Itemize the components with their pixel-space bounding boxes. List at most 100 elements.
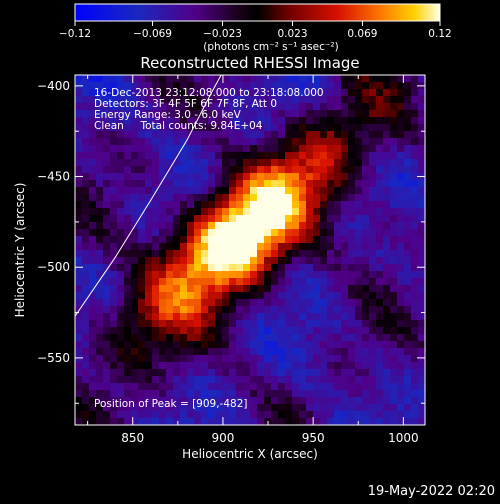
heatmap-cell <box>390 145 398 153</box>
heatmap-cell <box>187 208 195 216</box>
heatmap-cell <box>369 75 377 83</box>
heatmap-cell <box>397 313 405 321</box>
heatmap-cell <box>166 292 174 300</box>
heatmap-cell <box>383 383 391 391</box>
heatmap-cell <box>180 236 188 244</box>
heatmap-cell <box>383 110 391 118</box>
heatmap-cell <box>278 341 286 349</box>
heatmap-cell <box>89 320 97 328</box>
heatmap-cell <box>103 306 111 314</box>
heatmap-cell <box>103 166 111 174</box>
heatmap-cell <box>418 376 425 384</box>
heatmap-cell <box>285 117 293 125</box>
heatmap-cell <box>362 243 370 251</box>
heatmap-cell <box>131 250 139 258</box>
heatmap-cell <box>355 124 363 132</box>
heatmap-cell <box>117 180 125 188</box>
heatmap-cell <box>173 292 181 300</box>
heatmap-cell <box>404 348 412 356</box>
heatmap-cell <box>166 236 174 244</box>
heatmap-cell <box>131 327 139 335</box>
heatmap-cell <box>180 180 188 188</box>
heatmap-cell <box>376 82 384 90</box>
heatmap-cell <box>201 264 209 272</box>
heatmap-cell <box>152 103 160 111</box>
heatmap-cell <box>376 397 384 405</box>
heatmap-cell <box>327 257 335 265</box>
heatmap-cell <box>278 278 286 286</box>
heatmap-cell <box>173 236 181 244</box>
heatmap-cell <box>411 180 419 188</box>
heatmap-cell <box>187 117 195 125</box>
heatmap-cell <box>236 103 244 111</box>
heatmap-cell <box>124 313 132 321</box>
heatmap-cell <box>215 208 223 216</box>
heatmap-cell <box>166 320 174 328</box>
heatmap-cell <box>173 75 181 83</box>
heatmap-cell <box>187 138 195 146</box>
heatmap-cell <box>194 229 202 237</box>
heatmap-cell <box>355 278 363 286</box>
heatmap-cell <box>257 236 265 244</box>
heatmap-cell <box>348 194 356 202</box>
heatmap-cell <box>75 278 83 286</box>
heatmap-cell <box>292 131 300 139</box>
heatmap-cell <box>103 117 111 125</box>
heatmap-cell <box>313 222 321 230</box>
heatmap-cell <box>110 397 118 405</box>
heatmap-cell <box>355 383 363 391</box>
heatmap-cell <box>166 348 174 356</box>
heatmap-cell <box>257 145 265 153</box>
heatmap-cell <box>201 89 209 97</box>
heatmap-cell <box>404 397 412 405</box>
heatmap-cell <box>82 271 90 279</box>
heatmap-cell <box>82 334 90 342</box>
heatmap-cell <box>187 215 195 223</box>
heatmap-cell <box>404 411 412 419</box>
heatmap-cell <box>236 390 244 398</box>
heatmap-cell <box>110 334 118 342</box>
heatmap-cell <box>250 362 258 370</box>
heatmap-cell <box>264 117 272 125</box>
heatmap-cell <box>411 292 419 300</box>
heatmap-cell <box>250 166 258 174</box>
heatmap-cell <box>299 159 307 167</box>
heatmap-cell <box>411 411 419 419</box>
heatmap-cell <box>390 173 398 181</box>
heatmap-cell <box>75 299 83 307</box>
heatmap-cell <box>222 208 230 216</box>
heatmap-cell <box>124 110 132 118</box>
heatmap-cell <box>166 376 174 384</box>
heatmap-cell <box>180 187 188 195</box>
heatmap-cell <box>117 208 125 216</box>
heatmap-cell <box>362 180 370 188</box>
heatmap-cell <box>264 89 272 97</box>
heatmap-cell <box>222 285 230 293</box>
heatmap-cell <box>404 75 412 83</box>
heatmap-cell <box>187 187 195 195</box>
heatmap-cell <box>299 89 307 97</box>
heatmap-cell <box>208 117 216 125</box>
heatmap-cell <box>313 152 321 160</box>
heatmap-cell <box>194 369 202 377</box>
heatmap-cell <box>404 278 412 286</box>
heatmap-cell <box>159 145 167 153</box>
heatmap-cell <box>369 320 377 328</box>
heatmap-cell <box>159 222 167 230</box>
heatmap-cell <box>89 159 97 167</box>
heatmap-cell <box>264 271 272 279</box>
heatmap-cell <box>89 243 97 251</box>
heatmap-cell <box>173 390 181 398</box>
heatmap-cell <box>278 355 286 363</box>
heatmap-cell <box>208 418 216 425</box>
heatmap-cell <box>411 257 419 265</box>
heatmap-cell <box>376 166 384 174</box>
heatmap-cell <box>411 348 419 356</box>
heatmap-cell <box>131 208 139 216</box>
heatmap-cell <box>236 327 244 335</box>
heatmap-cell <box>313 257 321 265</box>
heatmap-cell <box>383 103 391 111</box>
heatmap-cell <box>362 110 370 118</box>
heatmap-cell <box>110 271 118 279</box>
heatmap-cell <box>75 89 83 97</box>
